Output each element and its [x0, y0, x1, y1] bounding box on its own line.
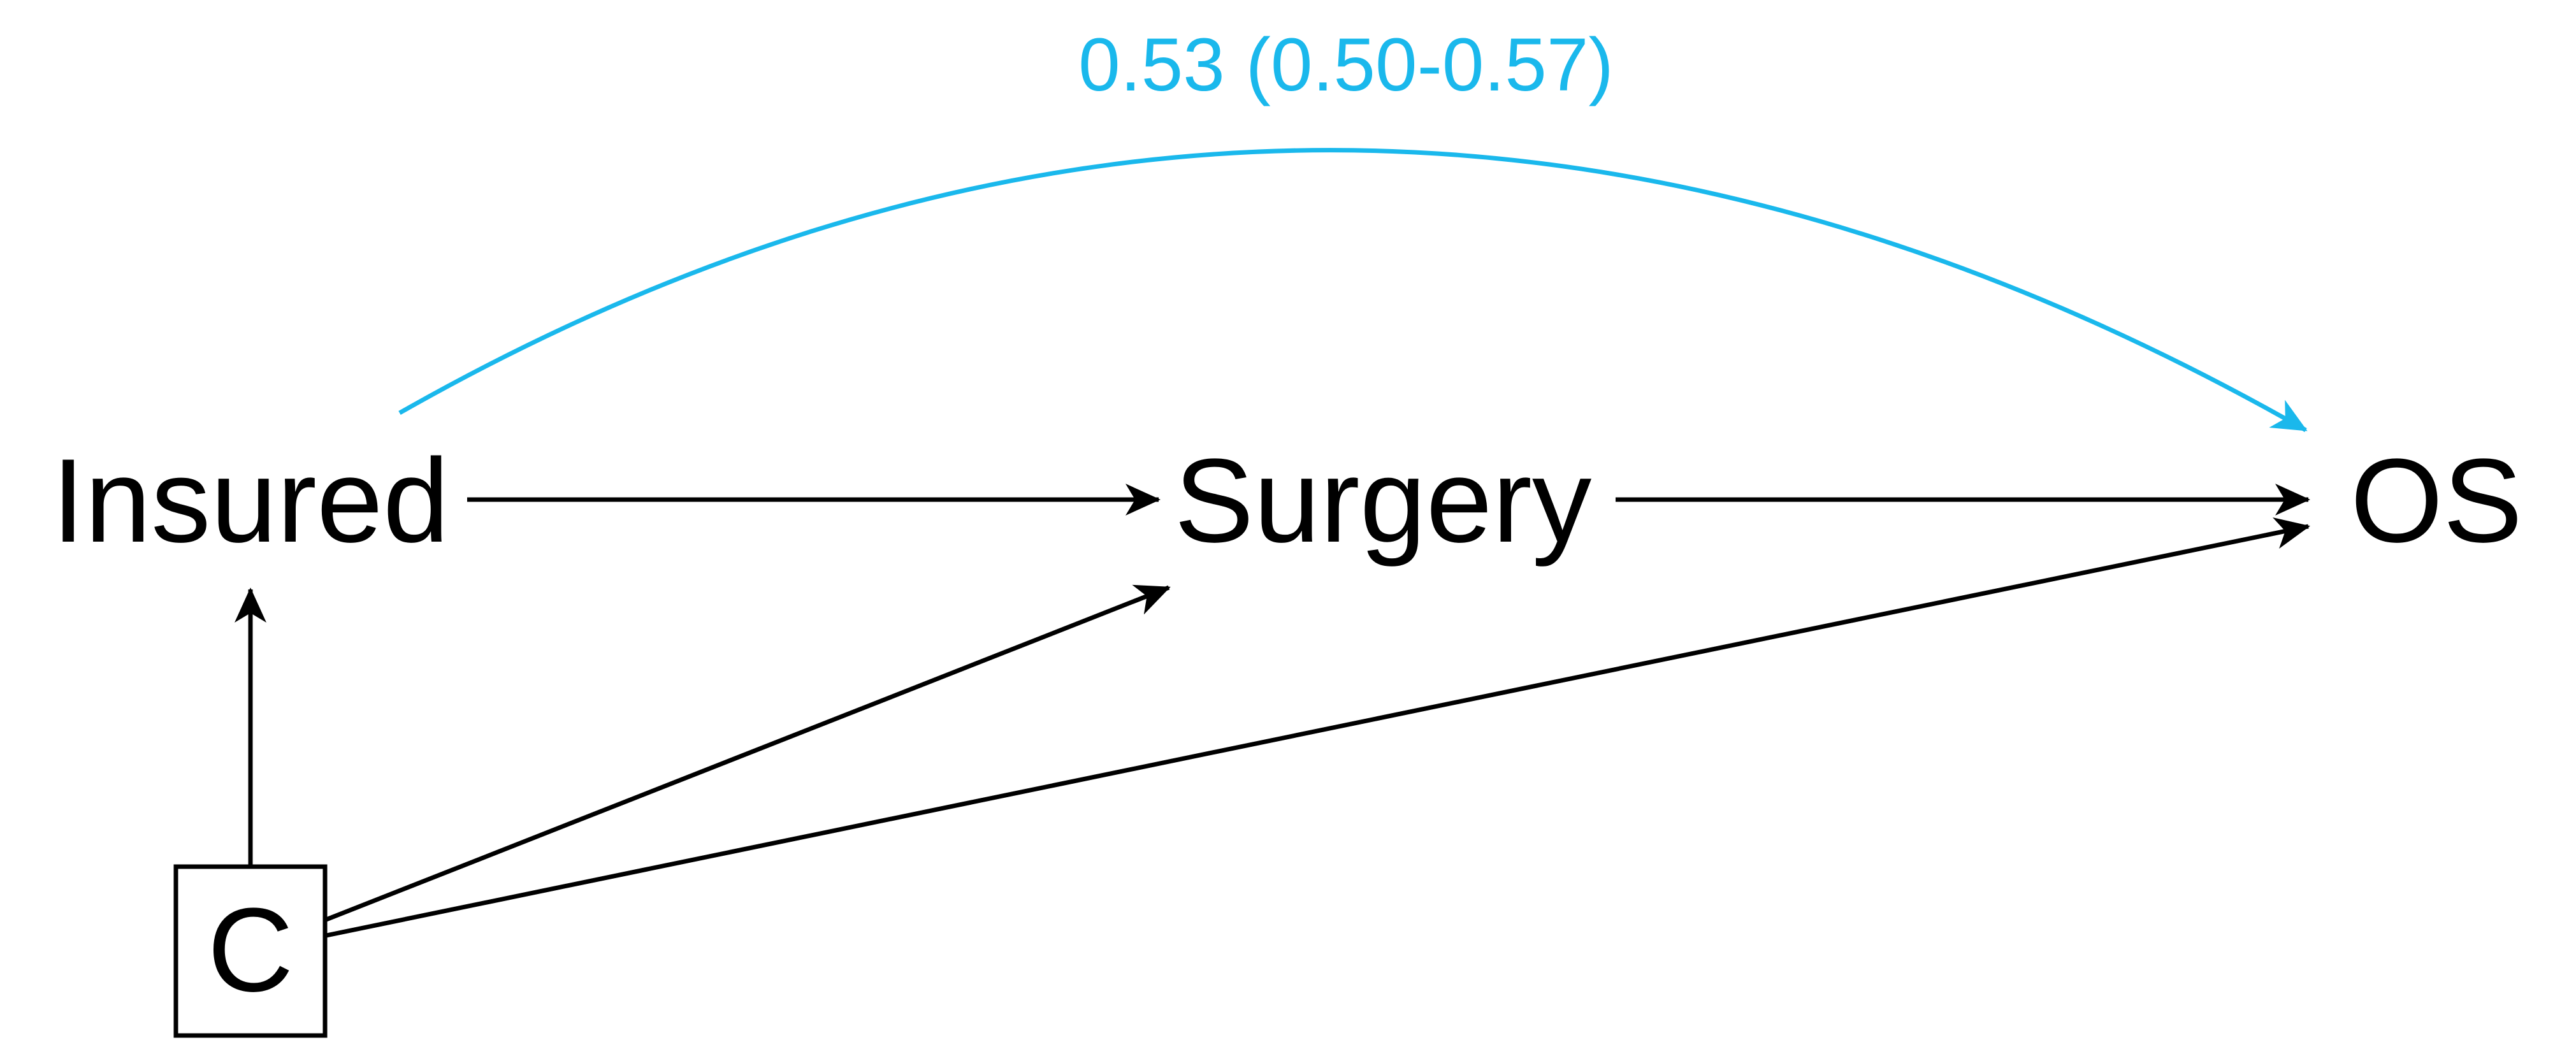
confounder-label: C — [207, 883, 293, 1016]
edge-insured-to-os-highlighted — [398, 148, 2308, 433]
edge-c-to-os — [326, 517, 2310, 938]
node-insured-label: Insured — [52, 434, 449, 567]
confounder-box — [173, 864, 328, 1038]
node-os-label: OS — [2350, 434, 2522, 567]
node-surgery-label: Surgery — [1175, 434, 1592, 567]
effect-estimate-label: 0.53 (0.50-0.57) — [1078, 23, 1614, 107]
edge-c-to-surgery — [325, 584, 1171, 922]
